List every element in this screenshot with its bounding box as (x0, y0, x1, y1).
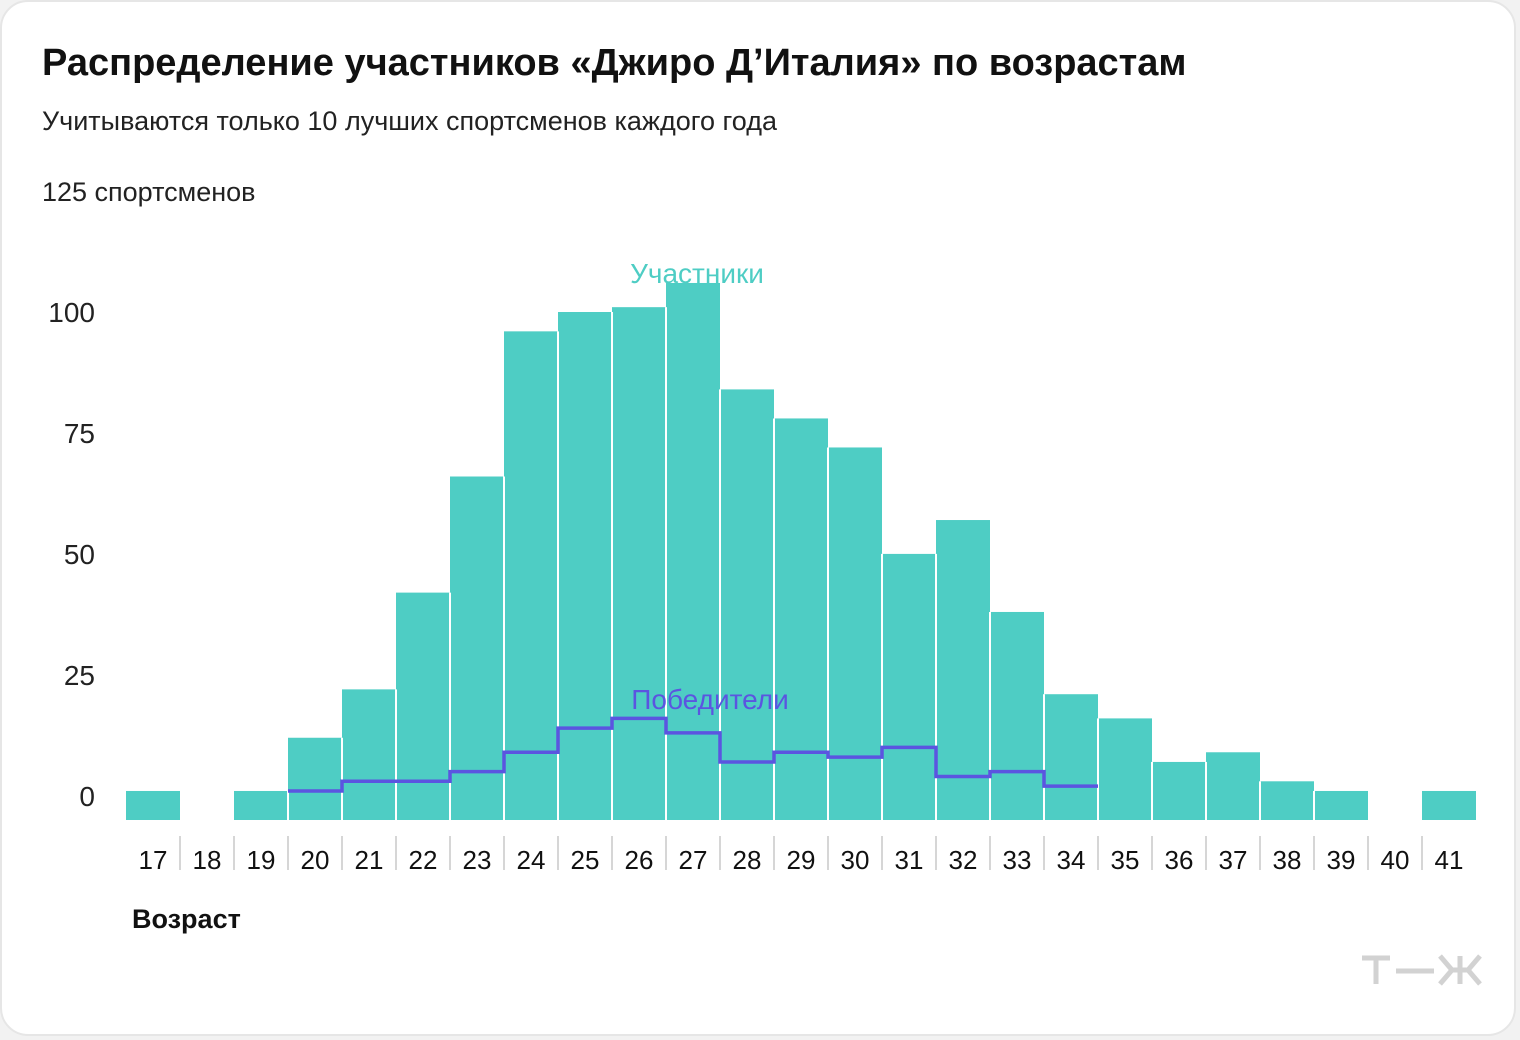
bar-age-35 (1098, 718, 1152, 820)
x-tick-label: 23 (463, 845, 492, 875)
x-tick-label: 41 (1435, 845, 1464, 875)
bar-age-28 (720, 389, 774, 820)
bar-age-17 (126, 790, 180, 820)
x-tick-label: 17 (139, 845, 168, 875)
bar-age-33 (990, 611, 1044, 820)
series-label-winners: Победители (631, 684, 789, 715)
winners-step-line (288, 716, 1098, 793)
x-tick-label: 39 (1327, 845, 1356, 875)
x-tick-label: 35 (1111, 845, 1140, 875)
x-axis-label: Возраст (132, 904, 241, 934)
x-tick-label: 40 (1381, 845, 1410, 875)
y-tick-label: 0 (79, 781, 95, 812)
x-tick-label: 18 (193, 845, 222, 875)
bar-age-39 (1314, 790, 1368, 820)
x-tick-label: 28 (733, 845, 762, 875)
bar-age-22 (396, 592, 450, 820)
x-tick-label: 36 (1165, 845, 1194, 875)
x-tick-label: 25 (571, 845, 600, 875)
x-tick-label: 30 (841, 845, 870, 875)
x-axis-ticks: 17 18 19 20 21 22 23 24 25 26 27 28 29 30 31 32 33 34 35 36… (139, 836, 1464, 875)
bar-age-26 (612, 307, 666, 821)
x-tick-label: 27 (679, 845, 708, 875)
bar-age-24 (504, 331, 558, 820)
bar-age-32 (936, 520, 990, 820)
x-tick-label: 31 (895, 845, 924, 875)
bar-age-41 (1422, 790, 1476, 820)
bar-age-30 (828, 447, 882, 820)
bar-age-36 (1152, 761, 1206, 820)
y-axis-ticks: 0 25 50 75 100 (48, 297, 95, 812)
x-tick-label: 34 (1057, 845, 1086, 875)
y-tick-label: 100 (48, 297, 95, 328)
chart-subtitle: Учитываются только 10 лучших спортсменов… (42, 106, 777, 136)
bar-age-27 (666, 282, 720, 820)
bar-age-29 (774, 418, 828, 820)
y-tick-label: 50 (64, 539, 95, 570)
y-tick-label: 25 (64, 660, 95, 691)
chart-title: Распределение участников «Джиро Д’Италия… (42, 42, 1187, 84)
bar-age-38 (1260, 781, 1314, 820)
x-tick-label: 24 (517, 845, 546, 875)
bar-age-20 (288, 737, 342, 820)
bar-age-37 (1206, 752, 1260, 820)
bar-age-21 (342, 689, 396, 820)
x-tick-label: 33 (1003, 845, 1032, 875)
bar-age-19 (234, 790, 288, 820)
x-tick-label: 26 (625, 845, 654, 875)
x-tick-label: 19 (247, 845, 276, 875)
bars-group (126, 282, 1476, 821)
bar-age-34 (1044, 694, 1098, 820)
y-axis-unit: 125 спортсменов (42, 177, 256, 207)
brand-logo-icon (1362, 954, 1482, 986)
x-tick-label: 38 (1273, 845, 1302, 875)
bar-age-31 (882, 553, 936, 820)
y-tick-label: 75 (64, 418, 95, 449)
x-tick-label: 32 (949, 845, 978, 875)
bar-age-25 (558, 312, 612, 820)
x-tick-label: 21 (355, 845, 384, 875)
series-label-participants: Участники (630, 258, 764, 289)
x-tick-label: 37 (1219, 845, 1248, 875)
x-tick-label: 29 (787, 845, 816, 875)
x-tick-label: 20 (301, 845, 330, 875)
x-tick-label: 22 (409, 845, 438, 875)
bar-age-23 (450, 476, 504, 820)
